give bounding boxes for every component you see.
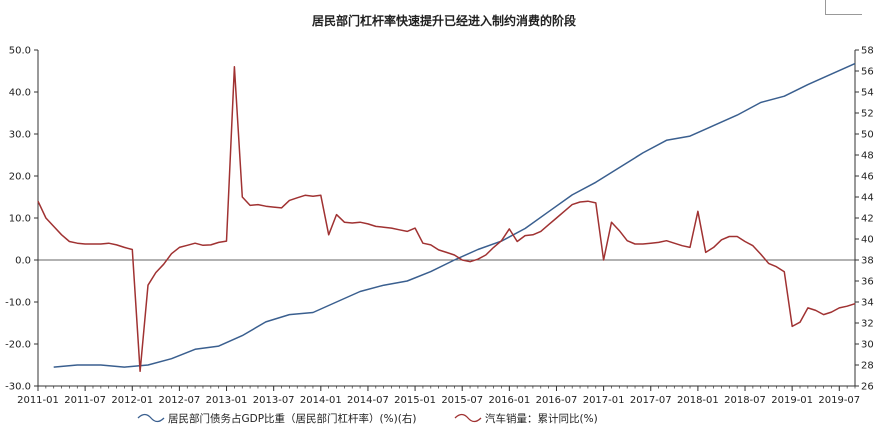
x-tick-label: 2016-07 bbox=[536, 395, 578, 406]
right-tick-label: 46 bbox=[861, 172, 874, 183]
x-tick-label: 2014-01 bbox=[300, 395, 342, 406]
chart-title: 居民部门杠杆率快速提升已经进入制约消费的阶段 bbox=[312, 13, 577, 28]
x-tick-label: 2014-07 bbox=[347, 395, 389, 406]
right-tick-label: 32 bbox=[861, 319, 874, 330]
frame-corner bbox=[825, 0, 862, 15]
x-tick-label: 2016-01 bbox=[488, 395, 530, 406]
left-tick-label: 30.0 bbox=[9, 130, 31, 141]
right-tick-label: 30 bbox=[861, 340, 874, 351]
left-tick-label: 10.0 bbox=[9, 214, 31, 225]
left-tick-label: 50.0 bbox=[9, 46, 31, 57]
x-tick-label: 2011-07 bbox=[64, 395, 106, 406]
legend-swatch-2 bbox=[454, 413, 482, 423]
left-tick-label: 0.0 bbox=[15, 256, 31, 267]
x-tick-label: 2018-01 bbox=[677, 395, 719, 406]
right-tick-label: 28 bbox=[861, 361, 874, 372]
right-tick-label: 56 bbox=[861, 67, 874, 78]
left-tick-label: -20.0 bbox=[5, 340, 31, 351]
legend-label-1: 居民部门债务占GDP比重（居民部门杠杆率）(%)(右) bbox=[168, 412, 416, 425]
right-tick-label: 26 bbox=[861, 382, 874, 393]
left-tick-label: -30.0 bbox=[5, 382, 31, 393]
right-tick-label: 42 bbox=[861, 214, 874, 225]
right-tick-label: 48 bbox=[861, 151, 874, 162]
x-tick-label: 2012-01 bbox=[111, 395, 153, 406]
series-line-2 bbox=[37, 66, 856, 373]
x-tick-label: 2013-07 bbox=[253, 395, 295, 406]
right-tick-label: 40 bbox=[861, 235, 874, 246]
legend-swatch-1 bbox=[137, 413, 165, 423]
legend-label-2: 汽车销量：累计同比(%) bbox=[485, 412, 598, 425]
x-tick-label: 2019-07 bbox=[818, 395, 860, 406]
legend: 居民部门债务占GDP比重（居民部门杠杆率）(%)(右) 汽车销量：累计同比(%) bbox=[137, 412, 598, 425]
right-tick-label: 36 bbox=[861, 277, 874, 288]
x-tick-label: 2017-01 bbox=[583, 395, 625, 406]
x-tick-label: 2013-01 bbox=[206, 395, 248, 406]
x-tick-label: 2019-01 bbox=[771, 395, 813, 406]
left-tick-label: 20.0 bbox=[9, 172, 31, 183]
series-line-1 bbox=[53, 62, 856, 368]
x-tick-label: 2015-07 bbox=[441, 395, 483, 406]
x-tick-label: 2017-07 bbox=[630, 395, 672, 406]
right-tick-label: 58 bbox=[861, 46, 874, 57]
right-tick-label: 34 bbox=[861, 298, 874, 309]
right-tick-label: 50 bbox=[861, 130, 874, 141]
plot-area bbox=[37, 62, 856, 373]
right-tick-label: 52 bbox=[861, 109, 874, 120]
axes: -30.0 -20.0 -10.0 0.0 10.0 20.0 30.0 40.0 50.0 26… bbox=[5, 46, 874, 407]
left-tick-label: -10.0 bbox=[5, 298, 31, 309]
right-tick-label: 44 bbox=[861, 193, 874, 204]
x-tick-label: 2012-07 bbox=[159, 395, 201, 406]
right-tick-label: 38 bbox=[861, 256, 874, 267]
x-tick-label: 2011-01 bbox=[17, 395, 59, 406]
x-tick-label: 2015-01 bbox=[394, 395, 436, 406]
left-tick-label: 40.0 bbox=[9, 88, 31, 99]
right-tick-label: 54 bbox=[861, 88, 874, 99]
x-tick-label: 2018-07 bbox=[724, 395, 766, 406]
